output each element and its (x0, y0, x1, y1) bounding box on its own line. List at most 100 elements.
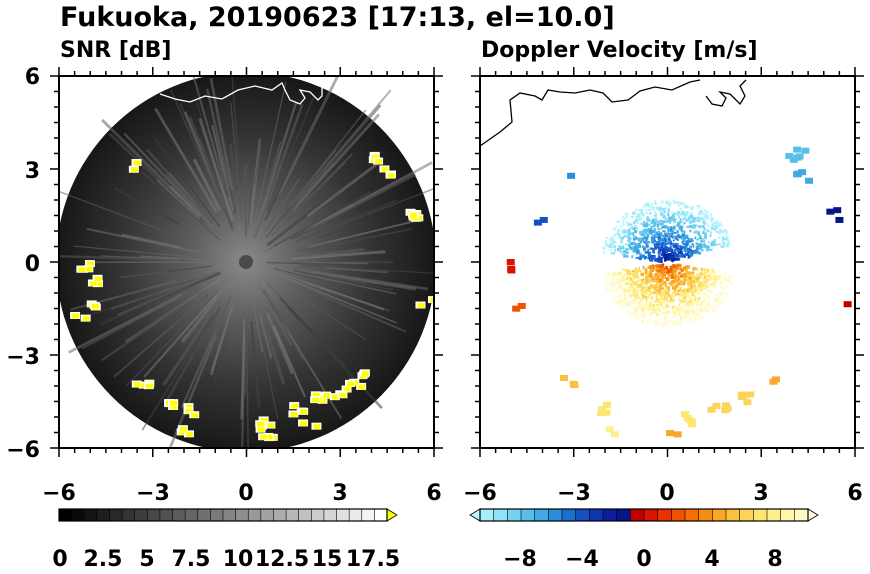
colorbar-swatch (147, 509, 160, 521)
doppler-approach-echo (673, 266, 676, 268)
doppler-approach-echo (703, 292, 705, 295)
doppler-approach-echo (671, 323, 674, 325)
doppler-approach-echo (714, 306, 716, 308)
doppler-recede-echo (679, 245, 682, 247)
doppler-approach-echo (701, 307, 703, 310)
doppler-recede-echo (664, 232, 666, 234)
doppler-approach-echo (709, 277, 712, 279)
doppler-approach-echo (661, 306, 663, 309)
snr-echo-cell (257, 422, 264, 427)
colorbar-swatch (507, 509, 521, 521)
doppler-approach-echo (718, 285, 720, 287)
doppler-recede-echo (695, 249, 698, 252)
doppler-recede-echo (683, 204, 686, 206)
snr-x-tick: 3 (332, 481, 347, 506)
doppler-approach-echo (672, 280, 675, 283)
snr-echo-cell (260, 435, 267, 440)
doppler-echo-cell (833, 207, 841, 213)
doppler-colorbar-tick: 4 (704, 547, 719, 570)
doppler-approach-echo (696, 275, 699, 277)
doppler-recede-echo (625, 243, 627, 245)
doppler-approach-echo (660, 279, 663, 281)
doppler-approach-echo (677, 276, 680, 278)
doppler-recede-echo (615, 226, 617, 228)
doppler-approach-echo (707, 274, 710, 277)
doppler-approach-echo (661, 297, 664, 300)
doppler-recede-echo (679, 208, 682, 211)
doppler-recede-echo (635, 209, 638, 211)
doppler-approach-echo (637, 318, 640, 320)
doppler-approach-echo (703, 301, 705, 303)
doppler-recede-echo (653, 228, 655, 231)
doppler-approach-echo (620, 282, 623, 285)
doppler-recede-echo (692, 243, 694, 245)
doppler-recede-echo (684, 236, 686, 239)
doppler-recede-echo (609, 240, 612, 243)
colorbar-swatch (685, 509, 699, 521)
doppler-approach-echo (632, 283, 635, 285)
doppler-approach-echo (707, 269, 710, 272)
doppler-approach-echo (694, 302, 697, 305)
doppler-approach-echo (610, 287, 613, 289)
doppler-approach-echo (694, 277, 696, 280)
doppler-recede-echo (710, 216, 712, 219)
doppler-approach-echo (694, 299, 696, 302)
doppler-recede-echo (651, 239, 654, 241)
snr-echo-cell (362, 371, 369, 376)
doppler-recede-echo (688, 241, 691, 243)
doppler-recede-echo (676, 213, 678, 216)
doppler-recede-echo (698, 237, 701, 239)
colorbar-swatch (699, 509, 713, 521)
doppler-recede-echo (614, 234, 616, 236)
doppler-recede-echo (656, 241, 659, 244)
doppler-echo-cell (666, 430, 674, 436)
doppler-approach-echo (624, 273, 626, 276)
doppler-approach-echo (613, 296, 615, 299)
doppler-recede-echo (681, 255, 684, 258)
doppler-approach-echo (621, 287, 623, 289)
doppler-approach-echo (662, 301, 665, 304)
doppler-colorbar (470, 509, 818, 521)
doppler-recede-echo (651, 233, 653, 235)
colorbar-swatch (299, 509, 312, 521)
doppler-recede-echo (712, 222, 715, 225)
doppler-recede-echo (663, 217, 666, 219)
doppler-recede-echo (685, 254, 687, 256)
doppler-approach-echo (690, 297, 693, 299)
snr-echo-cell (313, 424, 320, 429)
doppler-echo-cell (707, 407, 715, 413)
doppler-recede-echo (657, 228, 660, 230)
colorbar-swatch (97, 509, 110, 521)
doppler-approach-echo (681, 321, 683, 324)
doppler-recede-echo (676, 254, 678, 256)
doppler-approach-echo (638, 314, 641, 316)
doppler-approach-echo (655, 273, 658, 275)
doppler-recede-echo (710, 213, 712, 216)
doppler-recede-echo (722, 237, 725, 240)
doppler-recede-echo (711, 225, 714, 227)
doppler-approach-echo (670, 266, 672, 268)
doppler-approach-echo (695, 318, 698, 321)
snr-colorbar-tick: 15 (312, 547, 343, 570)
doppler-approach-echo (680, 275, 683, 278)
doppler-echo-cell (785, 153, 793, 159)
doppler-recede-echo (625, 215, 627, 218)
doppler-approach-echo (646, 303, 649, 306)
doppler-recede-echo (663, 210, 666, 212)
doppler-recede-echo (672, 228, 675, 230)
doppler-recede-echo (704, 222, 706, 224)
doppler-recede-echo (636, 237, 638, 240)
doppler-approach-echo (641, 320, 644, 323)
doppler-recede-echo (634, 227, 636, 229)
doppler-echo-cell (721, 407, 729, 413)
doppler-approach-echo (683, 273, 685, 275)
doppler-recede-echo (689, 245, 692, 248)
doppler-recede-echo (639, 210, 642, 212)
doppler-approach-echo (630, 277, 633, 280)
snr-y-tick: 0 (25, 252, 40, 277)
doppler-recede-echo (636, 257, 639, 259)
doppler-approach-echo (672, 306, 674, 309)
doppler-approach-echo (697, 273, 699, 275)
doppler-recede-echo (682, 233, 685, 236)
doppler-recede-echo (665, 236, 667, 238)
